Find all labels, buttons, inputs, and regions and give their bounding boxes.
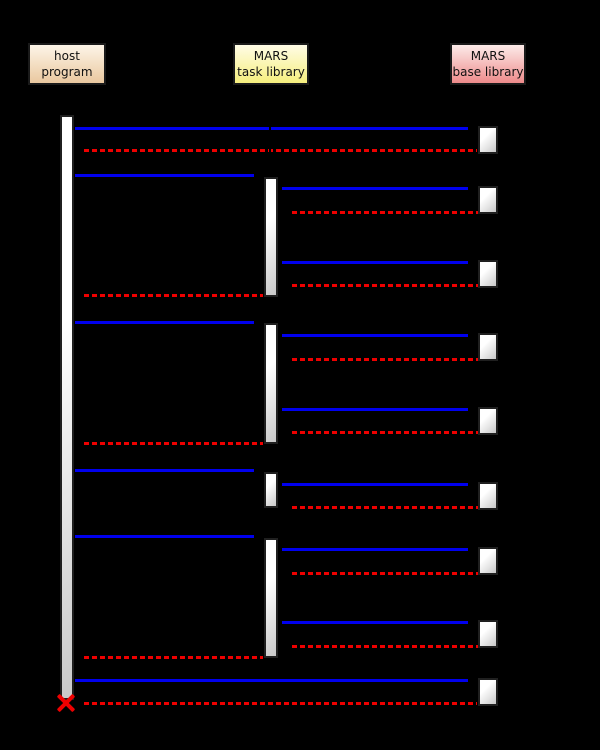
base-activation-5 <box>478 407 498 435</box>
message-return-mars-base-library-to-mars-task-library <box>292 431 479 434</box>
message-call-host-program-to-mars-task-library <box>75 469 254 472</box>
message-call-mars-task-library-to-mars-base-library <box>282 261 468 264</box>
base-activation-9 <box>478 678 498 706</box>
message-call-mars-task-library-to-mars-base-library <box>282 621 468 624</box>
message-return-mars-base-library-to-mars-task-library <box>292 284 479 287</box>
message-return-mars-task-library-to-host-program <box>84 442 263 445</box>
message-return-mars-base-library-to-mars-task-library <box>292 358 479 361</box>
message-call-mars-task-library-to-mars-base-library <box>282 548 468 551</box>
base-activation-6 <box>478 482 498 510</box>
message-return-mars-task-library-to-host-program <box>84 294 263 297</box>
message-return-mars-task-library-to-host-program <box>84 656 263 659</box>
message-call-host-program-to-mars-task-library <box>75 174 254 177</box>
participant-label-host-program: host program <box>41 48 93 79</box>
message-return-mars-base-library-to-mars-task-library <box>292 211 479 214</box>
message-call-mars-task-library-to-mars-base-library <box>282 334 468 337</box>
base-activation-2 <box>478 186 498 214</box>
task-activation-2 <box>264 323 278 444</box>
participant-box-host-program: host program <box>28 43 106 85</box>
message-call-mars-task-library-to-mars-base-library <box>282 187 468 190</box>
task-activation-3 <box>264 472 278 508</box>
base-activation-4 <box>478 333 498 361</box>
message-call-host-program-to-mars-base-library <box>75 679 468 682</box>
task-activation-4 <box>264 538 278 658</box>
message-return-mars-base-library-to-mars-task-library <box>292 572 479 575</box>
base-activation-3 <box>478 260 498 288</box>
host-activation <box>60 115 74 700</box>
message-call-host-program-to-mars-task-library <box>75 321 254 324</box>
message-call-host-program-to-mars-base-library <box>75 127 468 130</box>
message-call-host-program-to-mars-task-library <box>75 535 254 538</box>
message-return-mars-base-library-to-mars-task-library <box>292 645 479 648</box>
base-activation-1 <box>478 126 498 154</box>
destruction-x-marker <box>55 692 77 714</box>
participant-box-mars-task-library: MARS task library <box>233 43 309 85</box>
participant-label-mars-task-library: MARS task library <box>237 48 305 79</box>
message-call-mars-task-library-to-mars-base-library <box>282 483 468 486</box>
message-return-mars-base-library-to-host-program <box>84 702 477 705</box>
message-call-mars-task-library-to-mars-base-library <box>282 408 468 411</box>
base-activation-8 <box>478 620 498 648</box>
lifeline-mars-base-library <box>486 85 488 715</box>
base-activation-7 <box>478 547 498 575</box>
task-activation-1 <box>264 177 278 297</box>
message-return-mars-base-library-to-host-program <box>84 149 477 152</box>
participant-label-mars-base-library: MARS base library <box>452 48 524 79</box>
participant-box-mars-base-library: MARS base library <box>450 43 526 85</box>
message-return-mars-base-library-to-mars-task-library <box>292 506 479 509</box>
